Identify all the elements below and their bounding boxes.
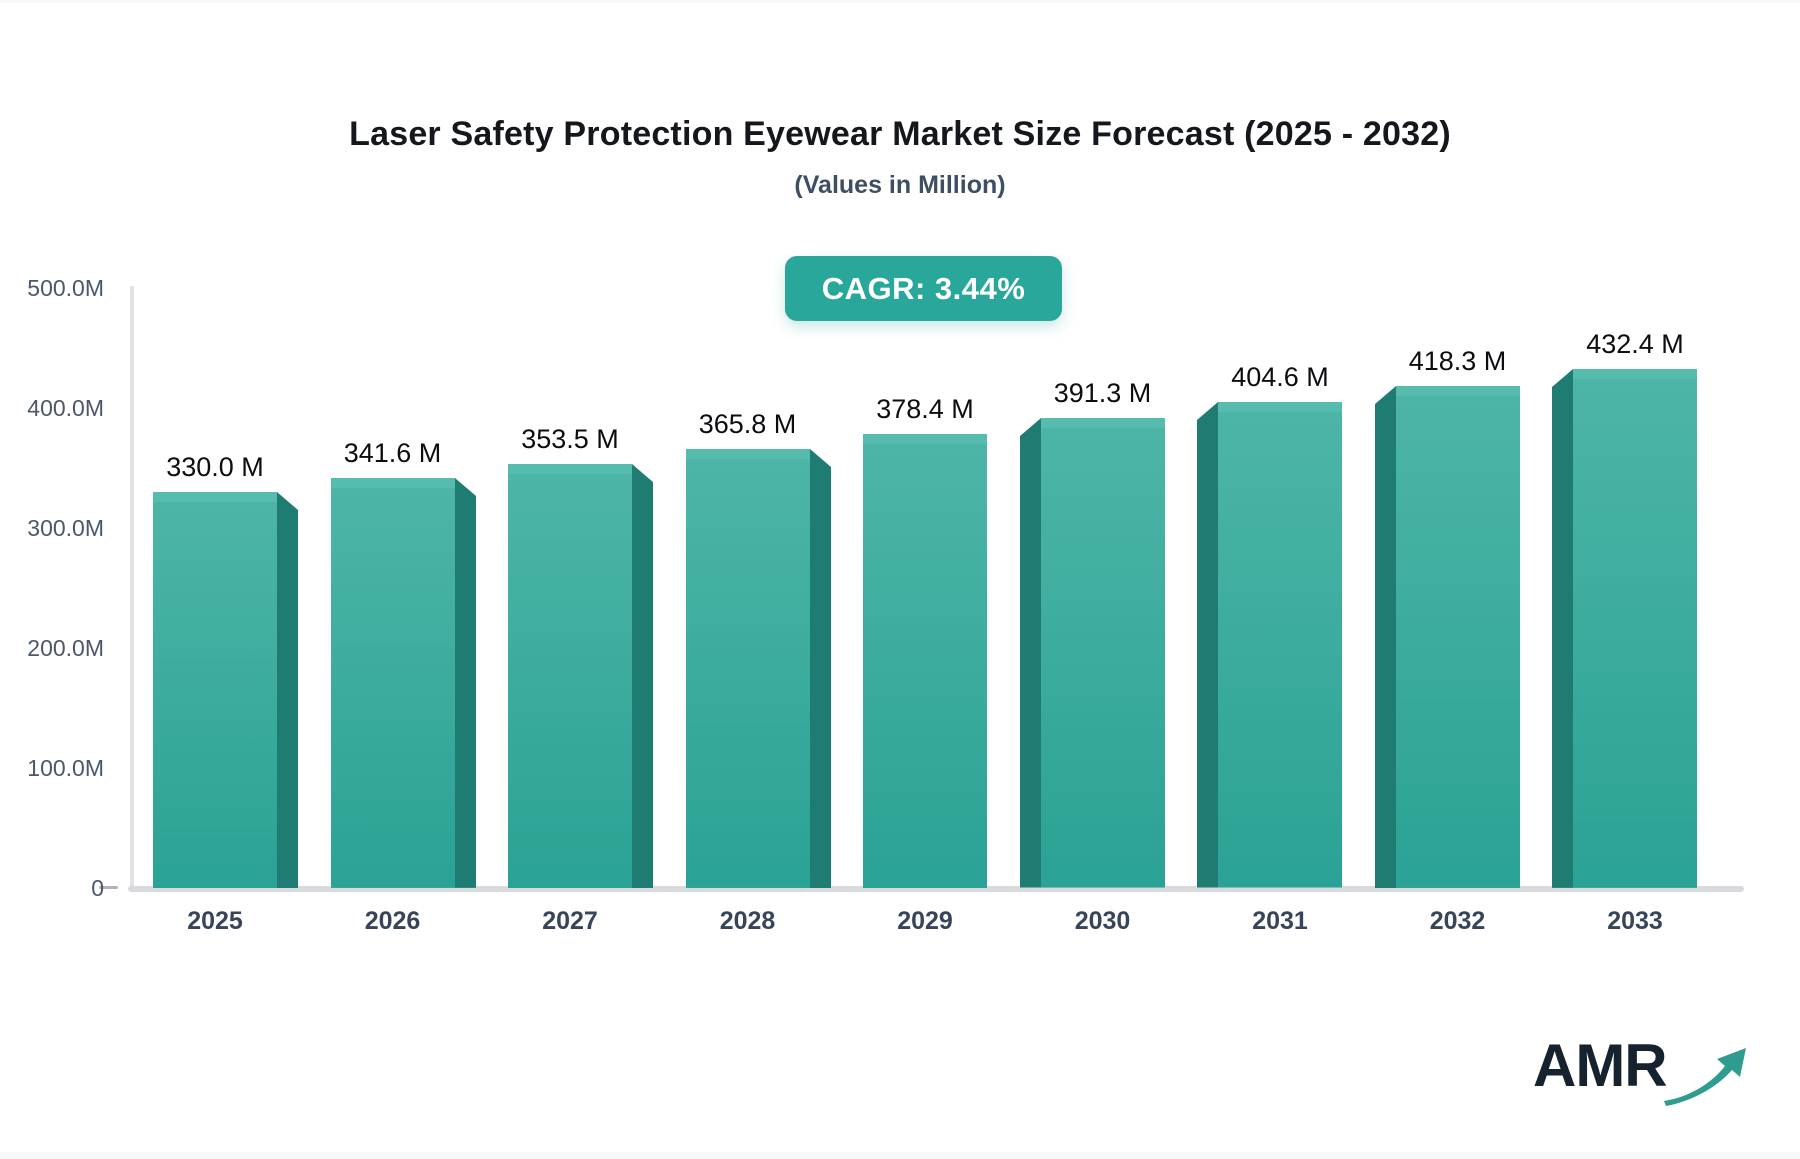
x-axis-label-2026: 2026: [364, 907, 421, 935]
x-axis-label-2030: 2030: [1074, 907, 1131, 935]
y-tick-label-500.0M: 500.0M: [27, 275, 104, 301]
chart-card: Laser Safety Protection Eyewear Market S…: [0, 3, 1800, 1152]
bar-value-label-2026: 341.6 M: [343, 438, 442, 469]
x-axis-label-2028: 2028: [719, 907, 776, 935]
amr-logo-text: AMR: [1533, 1032, 1668, 1099]
bar-2028[interactable]: [685, 449, 831, 888]
x-axis-label-2031: 2031: [1252, 907, 1308, 935]
bar-2033[interactable]: [1552, 369, 1697, 888]
bar-value-label-2030: 391.3 M: [1053, 378, 1152, 409]
x-axis-label-2025: 2025: [187, 907, 243, 935]
x-axis-label-2027: 2027: [542, 907, 598, 935]
y-tick-label-200.0M: 200.0M: [27, 635, 104, 661]
y-tick-label-300.0M: 300.0M: [27, 515, 104, 541]
y-tick-label-0: 0: [91, 875, 104, 901]
y-axis-line: [130, 286, 134, 888]
bar-2025[interactable]: [153, 492, 298, 888]
amr-logo-arrow-icon: [1664, 1048, 1746, 1106]
bar-2032[interactable]: [1374, 386, 1520, 888]
zero-tick-mark: [99, 886, 118, 889]
amr-logo: AMR: [1533, 1032, 1746, 1125]
chart-subtitle: (Values in Million): [794, 171, 1006, 199]
y-tick-label-400.0M: 400.0M: [27, 395, 104, 421]
bar-chart-area: 500.0M 400.0M 300.0M 200.0M 100.0M 0 330.0 M 20…: [0, 3, 1800, 1159]
bar-value-label-2031: 404.6 M: [1231, 362, 1329, 393]
bar-2030[interactable]: [1019, 418, 1165, 888]
x-axis-label-2032: 2032: [1429, 907, 1486, 935]
bar-2027[interactable]: [508, 463, 653, 888]
chart-title: Laser Safety Protection Eyewear Market S…: [349, 115, 1451, 153]
bar-value-label-2033: 432.4 M: [1586, 329, 1684, 360]
bar-value-label-2027: 353.5 M: [521, 423, 619, 454]
bar-value-label-2032: 418.3 M: [1408, 346, 1507, 377]
y-tick-label-100.0M: 100.0M: [27, 755, 104, 781]
bar-value-label-2025: 330.0 M: [166, 452, 264, 482]
bar-value-label-2028: 365.8 M: [698, 409, 797, 440]
x-axis-label-2033: 2033: [1607, 907, 1663, 935]
bar-2031[interactable]: [1197, 402, 1342, 888]
cagr-badge: CAGR: 3.44%: [785, 256, 1062, 321]
bar-value-label-2029: 378.4 M: [876, 393, 974, 424]
bar-2029[interactable]: [863, 433, 987, 888]
x-axis-label-2029: 2029: [897, 907, 953, 935]
x-axis-baseline: [128, 886, 1744, 892]
bar-2026[interactable]: [330, 478, 476, 888]
